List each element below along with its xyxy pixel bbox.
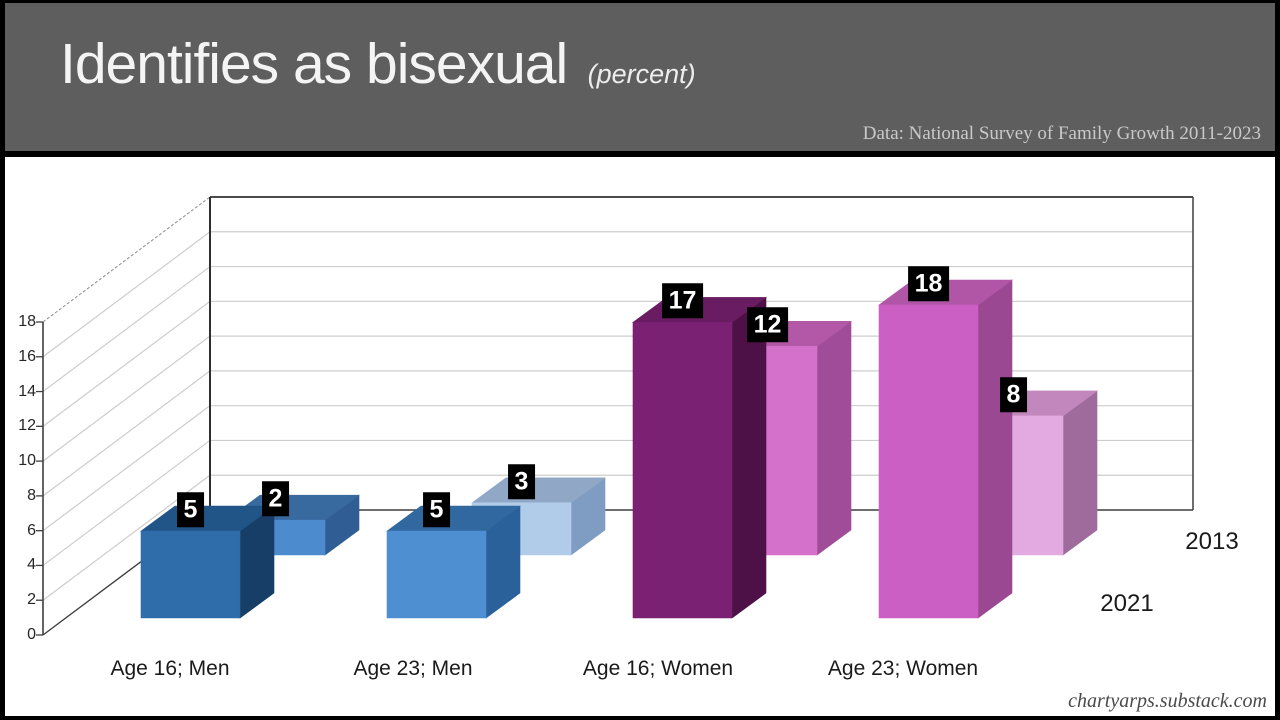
left-wall-gridline <box>42 405 211 532</box>
bar-side-face <box>816 320 852 556</box>
left-wall-gridline <box>42 266 211 393</box>
left-wall-gridline <box>42 231 211 358</box>
bar-side-face <box>977 279 1013 619</box>
footer-url: chartyarps.substack.com <box>1068 690 1267 712</box>
page-title: Identifies as bisexual <box>60 32 568 96</box>
bar-front-face <box>140 530 241 619</box>
bar-side-face <box>731 296 767 619</box>
left-wall-gridline <box>42 300 211 427</box>
bar-2021-Age 16; Women <box>632 296 767 619</box>
title-row: Identifies as bisexual (percent) <box>60 31 696 97</box>
bar-2021-Age 23; Women <box>878 279 1013 619</box>
chart-area: 0 2 4 6 8 10 12 14 16 18 2 3 12 8 2013 5 5 17 18 2021 Age 16… <box>5 157 1275 716</box>
chart-canvas <box>36 196 1194 636</box>
bar-2021-Age 16; Men <box>140 505 275 619</box>
left-wall-gridline <box>42 370 211 497</box>
wall-top-diagonal <box>42 196 211 323</box>
left-wall-gridline <box>42 439 211 566</box>
bar-front-face <box>386 530 487 619</box>
bar-front-face <box>632 322 733 619</box>
bar-side-face <box>1062 390 1098 556</box>
title-unit-suffix: (percent) <box>587 59 696 89</box>
slide-header: Identifies as bisexual (percent) Data: N… <box>5 3 1275 151</box>
left-wall-gridline <box>42 335 211 462</box>
data-source-note: Data: National Survey of Family Growth 2… <box>862 123 1261 144</box>
bar-front-face <box>878 304 979 619</box>
bar-2021-Age 23; Men <box>386 505 521 619</box>
